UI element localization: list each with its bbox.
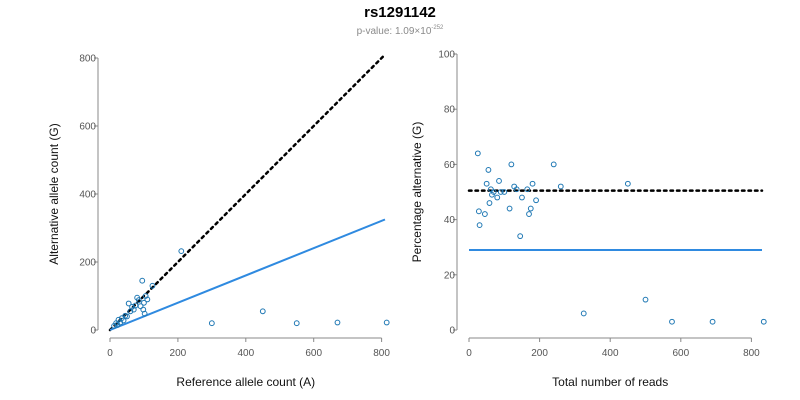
data-point xyxy=(557,183,564,190)
data-point xyxy=(208,320,215,327)
data-point xyxy=(760,318,767,325)
data-point xyxy=(483,180,490,187)
data-point xyxy=(141,310,148,317)
data-point xyxy=(513,186,520,193)
data-point xyxy=(144,296,151,303)
x-tick-label: 800 xyxy=(743,348,760,359)
data-point xyxy=(501,189,508,195)
data-point xyxy=(550,161,557,168)
data-point xyxy=(475,208,482,215)
y-tick-label: 800 xyxy=(79,54,96,65)
data-point xyxy=(120,317,127,324)
allele-count-scatter: 0 200 400 600 800 0 200 400 600 800 Reference alle… xyxy=(47,53,390,389)
data-point xyxy=(529,180,536,187)
data-point xyxy=(486,200,493,206)
y-tick-label: 100 xyxy=(438,50,455,61)
data-point xyxy=(624,180,631,187)
x-tick-label: 0 xyxy=(466,348,472,359)
y-axis-label: Alternative allele count (G) xyxy=(47,123,61,264)
data-point xyxy=(526,211,532,217)
data-point xyxy=(476,222,483,229)
x-axis-label: Total number of reads xyxy=(552,375,668,389)
data-point xyxy=(178,248,185,255)
data-point xyxy=(508,161,515,168)
x-tick-label: 400 xyxy=(602,348,619,359)
chart-subtitle: p-value: 1.09×10-252 xyxy=(0,25,800,37)
x-tick-label: 200 xyxy=(531,348,548,359)
data-point xyxy=(506,205,513,212)
percentage-scatter: 0 200 400 600 800 0 20 40 60 80 100 Total number of… xyxy=(410,50,767,389)
data-point xyxy=(139,277,146,284)
y-tick-label: 80 xyxy=(444,105,456,116)
y-tick-label: 60 xyxy=(444,160,456,171)
y-tick-label: 40 xyxy=(444,215,456,226)
data-point xyxy=(494,194,501,201)
data-point xyxy=(642,296,649,303)
fit-line xyxy=(109,218,386,331)
data-point xyxy=(474,150,481,157)
p-value-text: p-value: 1.09×10 xyxy=(356,26,432,37)
data-point xyxy=(142,293,149,299)
y-tick-label: 400 xyxy=(79,190,96,201)
p-value-exponent: -252 xyxy=(431,25,444,31)
data-point xyxy=(519,194,525,201)
data-point xyxy=(517,233,524,240)
data-point xyxy=(485,167,492,173)
x-tick-label: 800 xyxy=(373,348,390,359)
data-point xyxy=(135,297,142,303)
data-point xyxy=(141,299,147,306)
y-tick-label: 0 xyxy=(449,326,455,337)
data-point xyxy=(124,313,130,320)
data-point xyxy=(490,189,497,195)
x-tick-label: 200 xyxy=(170,348,187,359)
data-point xyxy=(259,308,266,315)
data-point xyxy=(149,282,156,289)
y-tick-label: 600 xyxy=(79,122,96,133)
y-tick-label: 200 xyxy=(79,258,96,269)
y-tick-label: 20 xyxy=(444,270,456,281)
data-point xyxy=(669,318,675,325)
data-point xyxy=(527,205,534,212)
data-point xyxy=(496,178,502,184)
data-point xyxy=(533,197,539,204)
data-point xyxy=(383,319,390,326)
chart-title: rs1291142 xyxy=(364,4,436,21)
data-point xyxy=(334,319,341,326)
x-tick-label: 600 xyxy=(672,348,689,359)
y-tick-label: 0 xyxy=(90,326,96,337)
expected-line xyxy=(108,53,387,332)
x-tick-label: 0 xyxy=(107,348,113,359)
data-point xyxy=(524,186,531,193)
x-tick-label: 400 xyxy=(237,348,254,359)
data-point xyxy=(293,320,300,327)
data-point xyxy=(125,300,132,307)
x-axis-label: Reference allele count (A) xyxy=(176,375,315,389)
data-point xyxy=(709,318,716,325)
y-axis-label: Percentage alternative (G) xyxy=(410,122,424,263)
x-tick-label: 600 xyxy=(305,348,322,359)
data-point xyxy=(481,211,488,217)
data-point xyxy=(580,310,587,317)
data-point xyxy=(497,189,504,195)
